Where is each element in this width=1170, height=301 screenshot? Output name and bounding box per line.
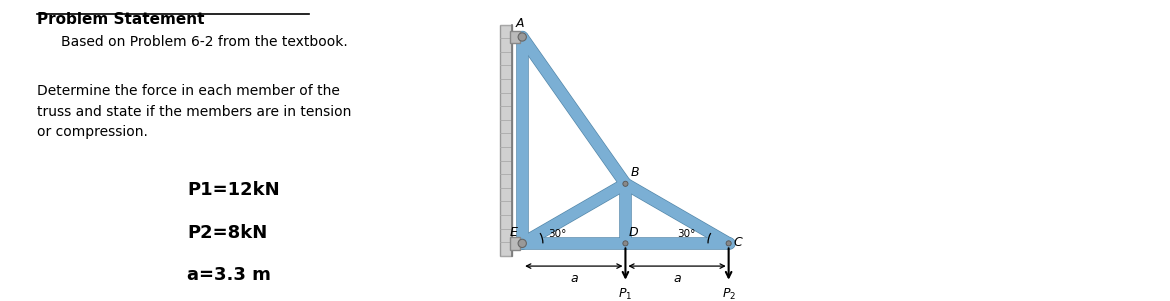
Text: a: a	[570, 272, 578, 285]
Text: C: C	[734, 236, 743, 249]
Bar	[510, 31, 521, 43]
Bar	[500, 25, 512, 256]
Text: 30°: 30°	[548, 229, 566, 239]
Text: Based on Problem 6-2 from the textbook.: Based on Problem 6-2 from the textbook.	[61, 35, 347, 49]
Text: P1=12kN: P1=12kN	[187, 181, 280, 199]
Text: $P_1$: $P_1$	[618, 287, 633, 301]
Text: Determine the force in each member of the
truss and state if the members are in : Determine the force in each member of th…	[37, 84, 352, 139]
Bar	[510, 237, 521, 250]
Circle shape	[622, 241, 628, 246]
Text: D: D	[628, 226, 638, 239]
Text: P2=8kN: P2=8kN	[187, 224, 268, 242]
Text: a: a	[673, 272, 681, 285]
Circle shape	[622, 181, 628, 186]
Text: A: A	[516, 17, 524, 30]
Circle shape	[518, 239, 527, 247]
Text: E: E	[509, 226, 517, 239]
Text: Problem Statement: Problem Statement	[37, 12, 205, 27]
Text: a=3.3 m: a=3.3 m	[187, 266, 271, 284]
Text: $P_2$: $P_2$	[722, 287, 736, 301]
Text: B: B	[631, 166, 639, 178]
Text: 30°: 30°	[677, 229, 695, 239]
Circle shape	[518, 33, 527, 41]
Circle shape	[727, 241, 731, 246]
